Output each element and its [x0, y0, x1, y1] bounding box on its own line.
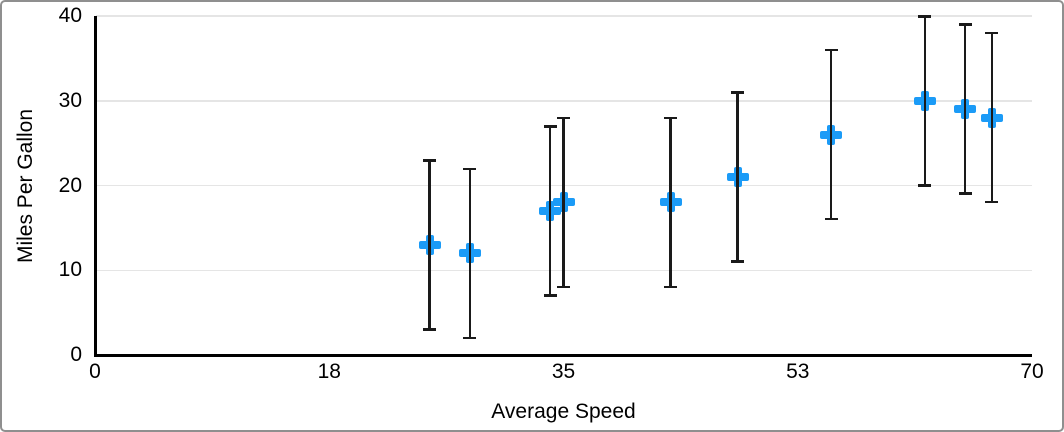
x-tick-label: 0 [89, 360, 101, 383]
error-bar-cap-bottom [423, 328, 437, 331]
error-bar-cap-bottom [463, 336, 477, 340]
y-tick-label: 10 [58, 258, 82, 282]
error-bar-cap-top [958, 23, 972, 26]
x-axis-title: Average Speed [491, 400, 636, 423]
error-bar-cap-top [664, 116, 678, 120]
error-bar-cap-bottom [557, 285, 570, 289]
y-tick-label: 20 [58, 173, 82, 197]
error-bar-cap-bottom [918, 184, 932, 187]
y-axis-line [93, 16, 97, 357]
error-bar [829, 49, 833, 220]
error-bar [923, 16, 927, 186]
y-tick-label: 30 [58, 88, 82, 112]
x-tick-label: 53 [786, 360, 810, 383]
y-tick-label: 0 [70, 343, 82, 366]
error-bar [562, 117, 565, 288]
error-bar-cap-bottom [824, 217, 838, 221]
error-bar [990, 32, 994, 203]
gridline [96, 15, 1032, 17]
error-bar-cap-top [463, 167, 477, 171]
x-tick-label: 35 [551, 360, 576, 383]
error-bar-cap-top [824, 48, 838, 52]
error-bar [669, 117, 672, 288]
error-bar-cap-bottom [543, 294, 557, 297]
error-bar-cap-bottom [985, 200, 999, 204]
x-tick-label: 70 [1020, 360, 1044, 383]
error-bar [428, 160, 431, 330]
error-bar [468, 168, 472, 339]
gridline [96, 100, 1032, 102]
x-axis-line [93, 353, 1032, 357]
error-bar-cap-top [918, 15, 932, 18]
error-bar-cap-bottom [664, 285, 678, 289]
error-bar-cap-top [543, 125, 557, 128]
x-tick-label: 18 [317, 360, 341, 383]
error-bar-cap-top [557, 116, 570, 120]
error-bar-cap-bottom [731, 260, 744, 263]
error-bar [736, 92, 739, 262]
error-bar [963, 24, 967, 194]
error-bar [548, 126, 552, 296]
error-bar-cap-top [423, 159, 437, 162]
error-bar-cap-top [731, 91, 744, 94]
error-bar-cap-bottom [958, 192, 972, 195]
y-tick-label: 40 [58, 4, 82, 27]
error-bar-cap-top [985, 31, 999, 35]
